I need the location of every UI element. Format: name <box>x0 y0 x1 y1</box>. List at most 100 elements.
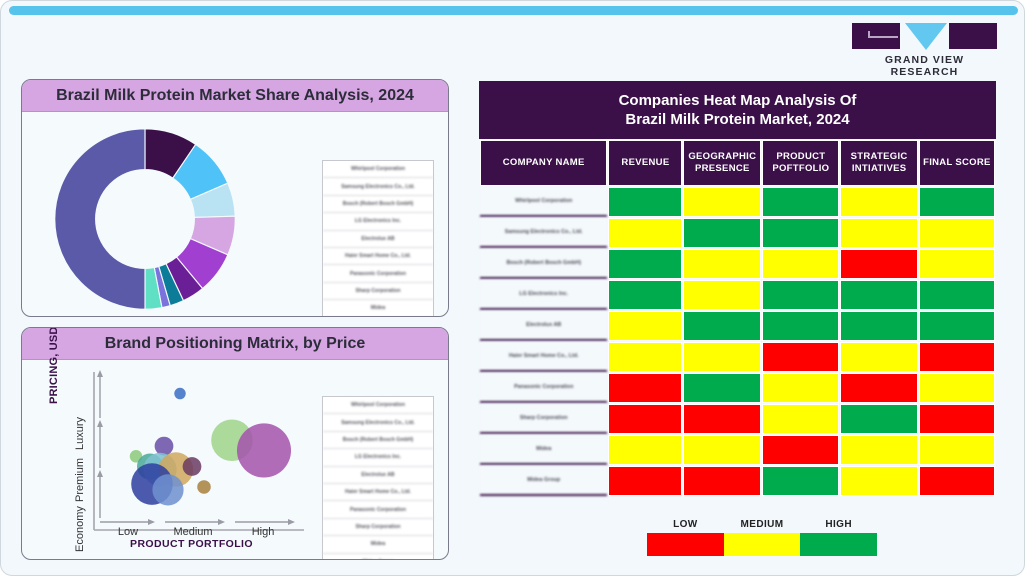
heatmap-cell <box>918 249 995 279</box>
legend-item: Samsung Electronics Co., Ltd. <box>323 178 433 196</box>
heatmap-body: Whirlpool Corporation Samsung Electronics… <box>480 187 995 496</box>
heatmap-cell <box>918 218 995 248</box>
brand-positioning-body: PRICING, USD (2024) <box>22 328 448 559</box>
heatmap-cell <box>683 249 762 279</box>
market-share-body: Whirlpool Corporation Samsung Electronics… <box>22 112 448 316</box>
brand-positioning-title: Brand Positioning Matrix, by Price <box>22 328 448 360</box>
heatmap-cell <box>762 466 840 496</box>
heatmap-cell <box>840 466 918 496</box>
heatmap-head: COMPANY NAME REVENUE GEOGRAPHIC PRESENCE PR… <box>480 140 995 186</box>
heatmap-cell <box>840 435 918 465</box>
heatmap-cell <box>918 342 995 372</box>
bubble-point <box>182 457 202 476</box>
y-tick: Premium <box>74 457 86 502</box>
heatmap-legend-bars <box>647 533 878 556</box>
top-accent-bar <box>9 6 1018 15</box>
heatmap-col-header: STRATEGIC INTIATIVES <box>840 140 918 186</box>
table-row: Sharp Corporation <box>480 404 995 434</box>
heatmap-company-name: Samsung Electronics Co., Ltd. <box>480 218 608 248</box>
heatmap-legend-labels: LOW MEDIUM HIGH <box>647 519 877 530</box>
legend-item: Bosch (Robert Bosch GmbH) <box>323 196 433 214</box>
heatmap-cell <box>840 373 918 403</box>
heatmap-cell <box>608 187 683 217</box>
legend-item: LG Electronics Inc. <box>323 213 433 231</box>
heatmap-header-row: COMPANY NAME REVENUE GEOGRAPHIC PRESENCE PR… <box>480 140 995 186</box>
legend-swatch <box>800 533 878 556</box>
donut-svg <box>54 128 236 310</box>
legend-item: Bosch (Robert Bosch GmbH) <box>323 432 433 450</box>
x-tick: High <box>251 526 275 538</box>
heatmap-company-name: Electrolux AB <box>480 311 608 341</box>
brand-name: GRAND VIEW RESEARCH <box>884 54 965 78</box>
heatmap-company-name: Haier Smart Home Co., Ltd. <box>480 342 608 372</box>
heatmap-cell <box>762 404 840 434</box>
heatmap-cell <box>608 218 683 248</box>
bubble-point <box>152 474 184 506</box>
heatmap-cell <box>683 466 762 496</box>
heatmap-company-name: Whirlpool Corporation <box>480 187 608 217</box>
heatmap-company-name: Bosch (Robert Bosch GmbH) <box>480 249 608 279</box>
heatmap-cell <box>762 187 840 217</box>
heatmap-company-name: LG Electronics Inc. <box>480 280 608 310</box>
heatmap-cell <box>840 249 918 279</box>
g-square-icon <box>852 23 900 49</box>
legend-label: HIGH <box>825 519 852 530</box>
brand-positioning-card: Brand Positioning Matrix, by Price PRICI… <box>21 327 449 560</box>
heatmap-col-header: COMPANY NAME <box>480 140 608 186</box>
bubble-point <box>174 387 186 400</box>
legend-item: Electrolux AB <box>323 231 433 248</box>
legend-item: Haier Smart Home Co., Ltd. <box>323 248 433 266</box>
y-tick: Luxury <box>74 416 86 450</box>
heatmap-cell <box>608 404 683 434</box>
heatmap-cell <box>918 404 995 434</box>
heatmap-cell <box>608 435 683 465</box>
legend-item: Sharp Corporation <box>323 283 433 301</box>
legend-item: Samsung Electronics Co., Ltd. <box>323 414 433 432</box>
heatmap-cell <box>840 404 918 434</box>
legend-item: LG Electronics Inc. <box>323 449 433 467</box>
bubble-legend: Whirlpool Corporation Samsung Electronics… <box>322 396 434 559</box>
table-row: Haier Smart Home Co., Ltd. <box>480 342 995 372</box>
legend-swatch <box>723 533 801 556</box>
legend-label: LOW <box>673 519 698 530</box>
heatmap-cell <box>840 280 918 310</box>
bubble-point <box>197 480 211 494</box>
bubble-axes <box>93 370 304 531</box>
r-square-icon <box>949 23 997 49</box>
legend-item: Panasonic Corporation <box>323 265 433 283</box>
triangle-icon <box>905 23 947 50</box>
x-axis-label: PRODUCT PORTFOLIO <box>130 538 253 550</box>
brand-logo: GRAND VIEW RESEARCH <box>852 23 997 78</box>
heatmap-company-name: Panasonic Corporation <box>480 373 608 403</box>
heatmap-cell <box>762 280 840 310</box>
table-row: LG Electronics Inc. <box>480 280 995 310</box>
x-tick: Low <box>117 526 139 538</box>
heatmap-col-header: GEOGRAPHIC PRESENCE <box>683 140 762 186</box>
legend-item: Panasonic Corporation <box>323 501 433 519</box>
heatmap-cell <box>762 218 840 248</box>
donut-chart <box>50 124 240 314</box>
heatmap-cell <box>840 342 918 372</box>
legend-label: MEDIUM <box>740 519 784 530</box>
heatmap-panel: Companies Heat Map Analysis Of Brazil Mi… <box>479 81 996 513</box>
bubble-points <box>129 387 292 506</box>
heatmap-cell <box>840 311 918 341</box>
heatmap-title-line1: Companies Heat Map Analysis Of <box>618 92 857 109</box>
legend-item: Sharp Corporation <box>323 519 433 537</box>
heatmap-title: Companies Heat Map Analysis Of Brazil Mi… <box>479 81 996 139</box>
heatmap-cell <box>683 187 762 217</box>
table-row: Panasonic Corporation <box>480 373 995 403</box>
heatmap-cell <box>608 373 683 403</box>
legend-item: Whirlpool Corporation <box>323 397 433 415</box>
heatmap-cell <box>683 342 762 372</box>
heatmap-cell <box>683 311 762 341</box>
heatmap-company-name: Sharp Corporation <box>480 404 608 434</box>
logo-marks <box>852 23 997 50</box>
heatmap-cell <box>840 187 918 217</box>
heatmap-cell <box>762 373 840 403</box>
legend-item: Whirlpool Corporation <box>323 161 433 179</box>
heatmap-title-line2: Brazil Milk Protein Market, 2024 <box>625 111 850 128</box>
heatmap-cell <box>918 466 995 496</box>
heatmap-cell <box>918 435 995 465</box>
